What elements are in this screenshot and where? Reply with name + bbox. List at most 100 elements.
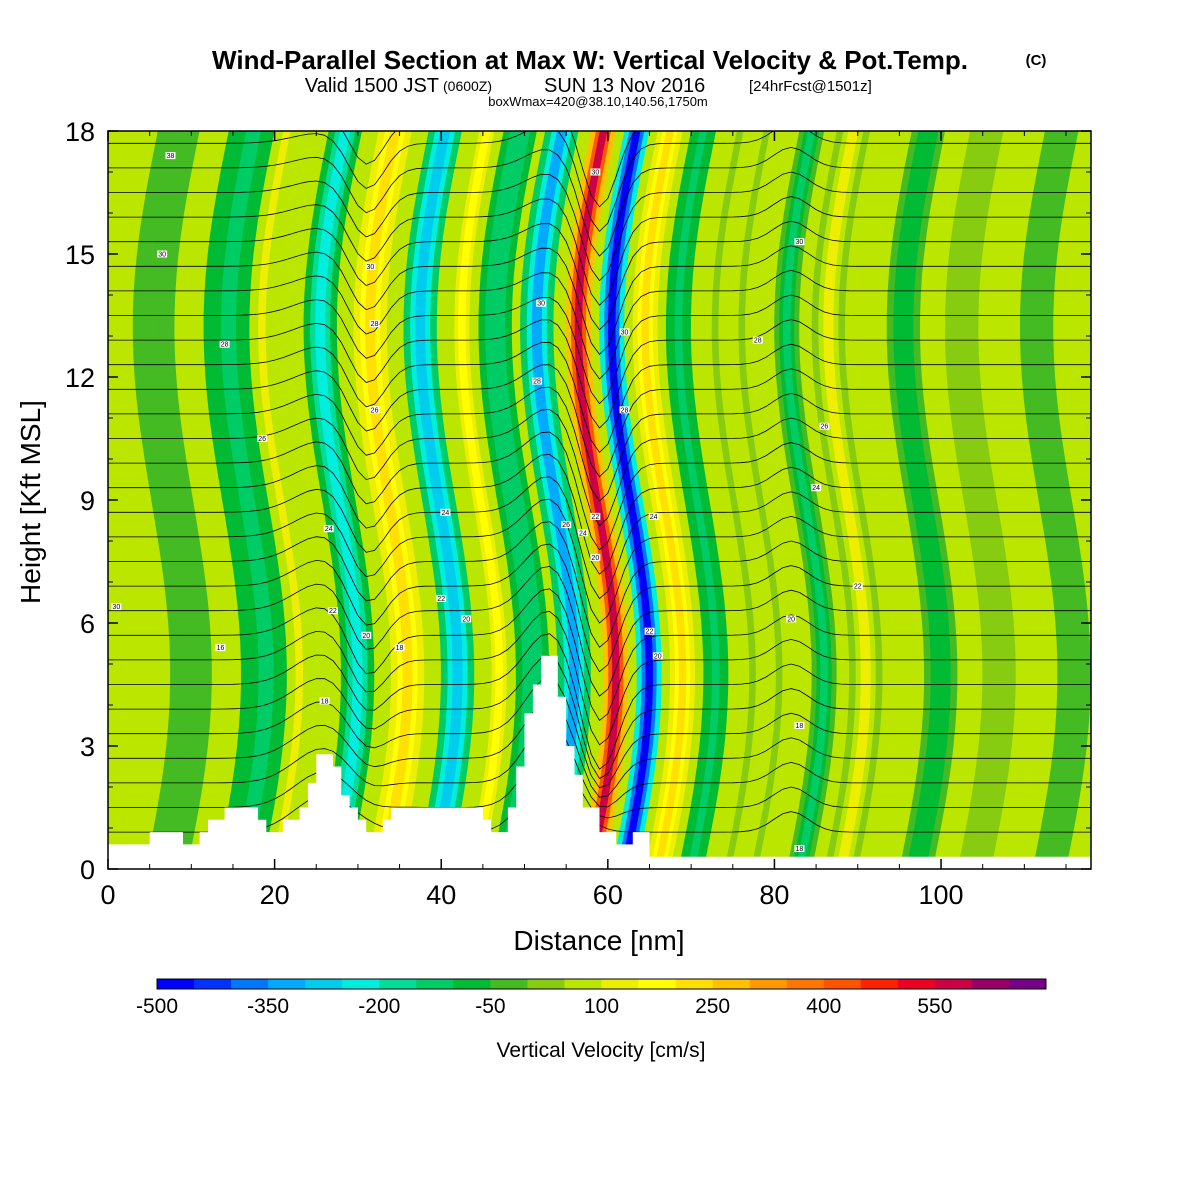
velocity-band-18-2	[1031, 131, 1079, 869]
theta-label-34: 20	[786, 615, 797, 623]
velocity-band-10-2	[608, 131, 653, 869]
theta-contour-26	[108, 171, 1091, 282]
theta-contour-12	[108, 498, 1091, 624]
velocity-band-16-2	[898, 131, 946, 869]
velocity-band-9-2	[574, 131, 620, 869]
colorbar-swatch	[897, 979, 936, 989]
x-tick-label: 40	[426, 880, 456, 910]
x-tick-label: 80	[759, 880, 789, 910]
theta-label-text: 24	[650, 514, 658, 521]
colorbar-swatch	[490, 979, 528, 989]
velocity-band-17-2	[956, 131, 1004, 869]
y-tick-label: 0	[80, 855, 95, 885]
theta-contour-23	[108, 245, 1091, 356]
y-tick-label: 6	[80, 609, 95, 639]
theta-label-15: 22	[436, 594, 447, 603]
theta-label-text: 16	[217, 645, 225, 652]
colorbar-tick-label: 400	[806, 995, 841, 1018]
theta-label-23: 20	[590, 553, 601, 562]
theta-label-24: 30	[619, 328, 630, 336]
velocity-band-11-2	[641, 131, 687, 869]
theta-label-36: 18	[794, 845, 805, 853]
theta-label-20: 24	[577, 529, 588, 537]
theta-contour-28	[108, 131, 1091, 233]
theta-label-text: 20	[591, 555, 599, 562]
plot-area: 38 30 28 26 24 22 20 18 16 18 30 30 28 26 24 22 20 30 28 26…	[108, 131, 1091, 869]
theta-label-text: 26	[821, 424, 829, 431]
colorbar-swatch	[342, 979, 380, 989]
valid-zulu: (0600Z)	[443, 78, 492, 94]
theta-label-31: 26	[819, 422, 830, 431]
chart-title: Wind-Parallel Section at Max W: Vertical…	[212, 45, 968, 75]
theta-contour-22	[108, 269, 1091, 380]
colorbar-swatch	[268, 979, 306, 989]
velocity-band-4-2	[365, 131, 413, 869]
colorbar-tick-label: 250	[695, 995, 730, 1018]
theta-label-10: 30	[111, 603, 122, 611]
colorbar-swatch	[416, 979, 454, 989]
theta-label-5: 22	[327, 607, 338, 615]
colorbar-tick-label: -350	[247, 995, 289, 1018]
theta-contour-2	[108, 721, 1091, 808]
theta-label-17: 30	[536, 299, 547, 308]
theta-contour-20	[108, 319, 1091, 429]
theta-label-text: 26	[258, 436, 266, 443]
theta-contour-17	[108, 386, 1091, 502]
theta-label-text: 20	[654, 653, 662, 660]
colorbar-swatch	[823, 979, 862, 989]
y-tick-label: 9	[80, 486, 95, 516]
x-tick-label: 60	[593, 880, 623, 910]
theta-label-35: 18	[794, 722, 805, 730]
theta-contour-13	[108, 476, 1091, 600]
colorbar-swatch	[564, 979, 602, 989]
y-tick-label: 18	[65, 117, 95, 147]
theta-label-12: 28	[369, 320, 380, 328]
theta-label-text: 30	[591, 170, 599, 177]
theta-label-text: 28	[754, 338, 762, 345]
x-axis-label: Distance [nm]	[513, 925, 684, 956]
theta-contour-7	[108, 610, 1091, 746]
theta-label-text: 38	[167, 153, 175, 160]
velocity-band-6-2	[458, 131, 503, 869]
theta-label-text: 26	[371, 407, 379, 414]
theta-contour-11	[108, 521, 1091, 648]
theta-label-text: 30	[537, 301, 545, 308]
theta-contour-8	[108, 588, 1091, 722]
theta-contour-15	[108, 431, 1091, 551]
colorbar-swatch	[194, 979, 232, 989]
colorbar-swatch	[675, 979, 714, 989]
colorbar-swatch	[601, 979, 640, 989]
theta-label-text: 26	[562, 522, 570, 529]
colorbar-swatch	[749, 979, 788, 989]
theta-label-text: 28	[533, 379, 541, 386]
theta-label-text: 30	[367, 264, 375, 271]
theta-label-text: 20	[787, 616, 795, 623]
theta-label-text: 24	[325, 526, 333, 533]
theta-label-11: 30	[365, 262, 376, 271]
theta-contour-25	[108, 196, 1091, 306]
x-axis: 0 20 40 60 80 100	[100, 131, 1067, 910]
theta-contour-6	[108, 633, 1091, 770]
y-tick-label: 15	[65, 240, 95, 270]
colorbar-swatch	[1008, 979, 1047, 989]
theta-label-8: 16	[215, 644, 226, 652]
theta-contour-19	[108, 341, 1091, 454]
colorbar-tick-label: -50	[475, 995, 505, 1018]
colorbar-frame	[156, 978, 1047, 990]
theta-label-4: 24	[323, 525, 334, 533]
theta-contour-21	[108, 294, 1091, 405]
colorbar-tick-label: 550	[917, 995, 952, 1018]
theta-label-2: 28	[219, 340, 230, 349]
colorbar-swatch	[638, 979, 677, 989]
theta-label-26: 24	[648, 512, 659, 521]
theta-label-30: 28	[752, 336, 763, 345]
theta-label-7: 18	[394, 644, 405, 652]
x-tick-label: 20	[260, 880, 290, 910]
theta-contour-10	[108, 543, 1091, 673]
colorbar-swatch	[786, 979, 825, 989]
theta-contour-5	[108, 655, 1091, 780]
velocity-band-15-2	[823, 131, 871, 869]
theta-label-text: 30	[158, 252, 166, 259]
x-tick-label: 100	[919, 880, 964, 910]
